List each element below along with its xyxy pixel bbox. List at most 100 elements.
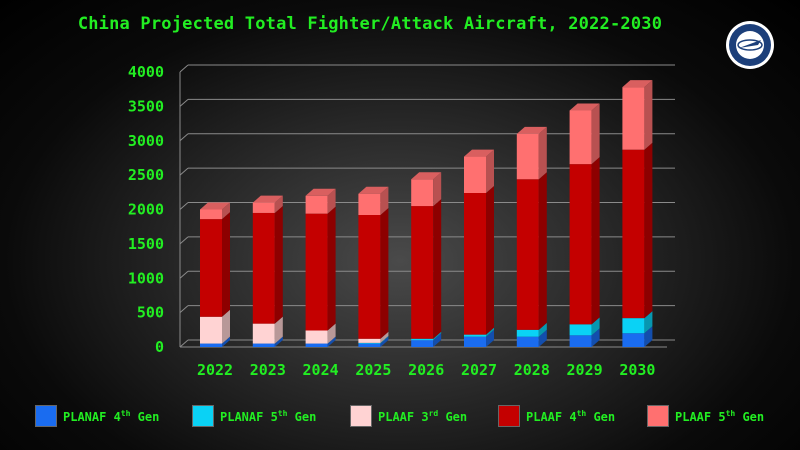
bar-side (538, 172, 547, 330)
bar-segment (622, 80, 653, 150)
x-tick-label: 2023 (250, 361, 286, 379)
bar-side (433, 199, 442, 339)
bar-side (644, 326, 653, 347)
bar-front (411, 340, 434, 347)
legend-swatch (192, 405, 214, 427)
grid-line-side (179, 133, 189, 142)
mitchell-institute-logo (726, 21, 774, 69)
grid-line-side (179, 64, 189, 73)
legend-label: PLAAF 4th Gen (526, 408, 616, 424)
bar-side (274, 336, 283, 347)
bar-front (252, 343, 275, 347)
bar-side (222, 336, 230, 347)
bar-segment (622, 142, 653, 319)
x-tick-label: 2028 (514, 361, 550, 379)
bar-front (464, 334, 486, 337)
bar-front (305, 330, 328, 344)
bar-side (644, 80, 653, 150)
bar-segment (358, 208, 389, 339)
bar-side (222, 309, 230, 344)
bar-side (327, 206, 336, 331)
bar-side (380, 336, 389, 347)
bar-side (222, 212, 230, 317)
bar-segment (305, 336, 336, 347)
bar-segment (358, 336, 389, 347)
bar-side (433, 172, 442, 207)
y-tick-label: 3500 (128, 97, 164, 115)
bar-segment (464, 149, 494, 193)
grid-line-side (179, 98, 189, 107)
bar-side (327, 188, 336, 214)
bar-segment (516, 329, 547, 347)
bar-top (252, 195, 283, 203)
bar-segment (622, 311, 653, 334)
bar-side (274, 316, 283, 344)
bar-front (358, 193, 381, 215)
bar-side (538, 126, 547, 180)
bar-segment (305, 206, 336, 331)
bar-front (358, 343, 381, 347)
legend-item: PLANAF 4th Gen (35, 404, 159, 428)
bar-side (380, 208, 389, 339)
y-tick-label: 500 (137, 304, 164, 322)
bar-segment (358, 186, 389, 215)
bar-side (591, 103, 600, 165)
bar-front (200, 209, 222, 220)
bar-segment (464, 329, 494, 347)
bar-side (327, 323, 336, 344)
bar-side (222, 202, 230, 220)
bar-front (569, 324, 592, 336)
x-tick-label: 2030 (619, 361, 655, 379)
bar-front (252, 212, 275, 324)
legend-label: PLAAF 3rd Gen (378, 408, 468, 424)
bar-front (252, 323, 275, 344)
bar-segment (516, 322, 547, 337)
chart-title: China Projected Total Fighter/Attack Air… (77, 14, 663, 34)
bar-side (591, 328, 600, 347)
legend-swatch (647, 405, 669, 427)
bar-front (464, 336, 486, 347)
bars (200, 80, 653, 347)
grid-line-side (179, 305, 189, 314)
bar-segment (411, 199, 442, 339)
grid-line-side (179, 167, 189, 176)
legend-label: PLANAF 5th Gen (220, 408, 317, 424)
bar-front (622, 149, 645, 319)
y-tick-label: 1000 (128, 269, 164, 287)
bar-front (305, 195, 328, 214)
legend-item: PLANAF 5th Gen (192, 404, 316, 428)
bar-front (516, 336, 539, 347)
bar-side (274, 195, 283, 213)
bar-front (200, 343, 222, 347)
bar-front (516, 133, 539, 180)
bar-top (464, 149, 494, 157)
bar-segment (200, 212, 230, 317)
legend-item: PLAAF 3rd Gen (350, 404, 467, 428)
bar-segment (305, 188, 336, 214)
grid-line-side (179, 339, 189, 348)
bar-side (380, 331, 389, 343)
bar-front (358, 342, 381, 344)
bar-front (411, 338, 434, 341)
grid-line-side (179, 236, 189, 245)
grid-line-side (179, 270, 189, 279)
bar-segment (516, 172, 547, 330)
legend: PLANAF 4th Gen PLANAF 5th Gen PLAAF 3rd Ge… (0, 400, 800, 430)
bar-segment (411, 172, 442, 207)
bar-front (622, 318, 645, 334)
bar-segment (200, 336, 230, 347)
bar-side (644, 142, 653, 319)
bar-top (516, 126, 547, 134)
bar-front (358, 215, 381, 339)
legend-swatch (350, 405, 372, 427)
bar-front (305, 213, 328, 331)
grid-line-side (179, 202, 189, 210)
bar-top (622, 80, 653, 88)
bar-side (591, 157, 600, 325)
bar-top (305, 188, 336, 196)
y-tick-label: 4000 (128, 63, 164, 81)
bar-segment (252, 316, 283, 344)
bar-front (411, 206, 434, 339)
bar-segment (200, 309, 230, 344)
